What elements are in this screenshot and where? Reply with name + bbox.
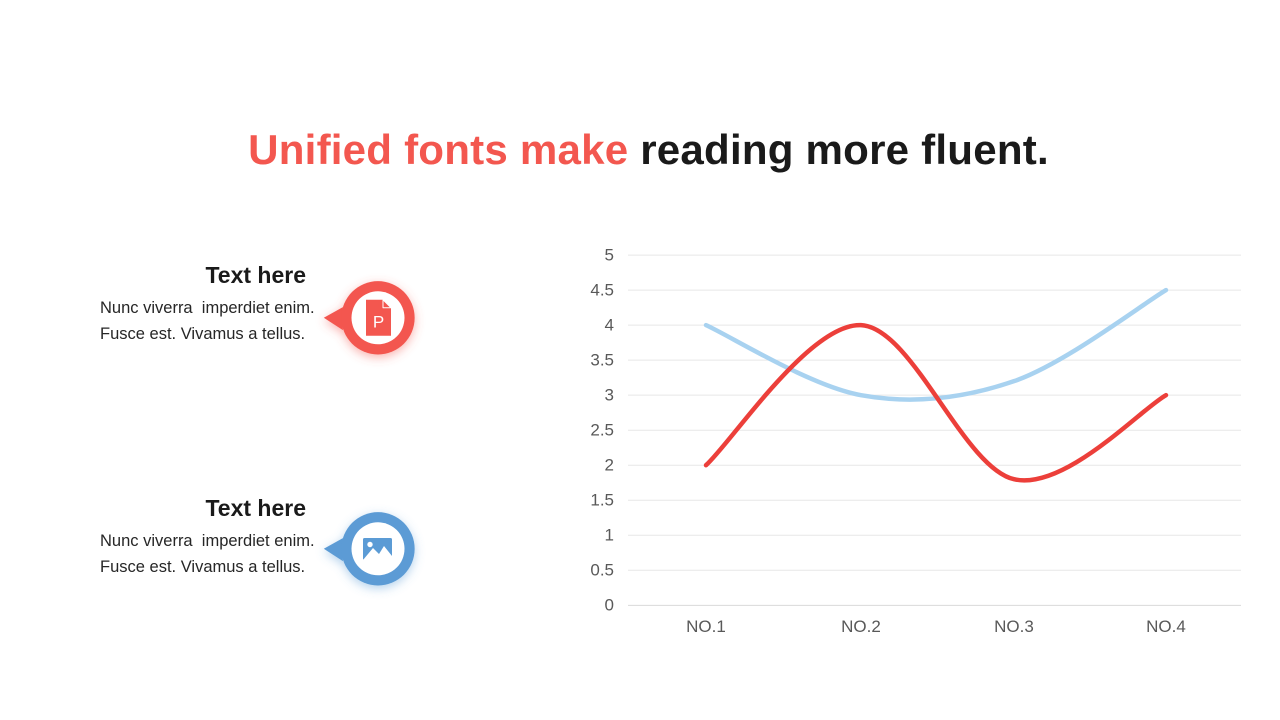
svg-text:1.5: 1.5	[590, 491, 614, 510]
svg-text:NO.4: NO.4	[1146, 617, 1186, 636]
svg-text:2: 2	[605, 456, 614, 475]
svg-text:5: 5	[605, 246, 614, 265]
svg-text:4: 4	[605, 316, 614, 335]
svg-text:0.5: 0.5	[590, 561, 614, 580]
svg-text:4.5: 4.5	[590, 281, 614, 300]
svg-text:NO.3: NO.3	[994, 617, 1034, 636]
svg-text:NO.1: NO.1	[686, 617, 726, 636]
svg-text:0: 0	[605, 596, 614, 615]
svg-text:3: 3	[605, 386, 614, 405]
svg-text:3.5: 3.5	[590, 351, 614, 370]
svg-text:2.5: 2.5	[590, 421, 614, 440]
svg-text:NO.2: NO.2	[841, 617, 881, 636]
svg-text:1: 1	[605, 526, 614, 545]
